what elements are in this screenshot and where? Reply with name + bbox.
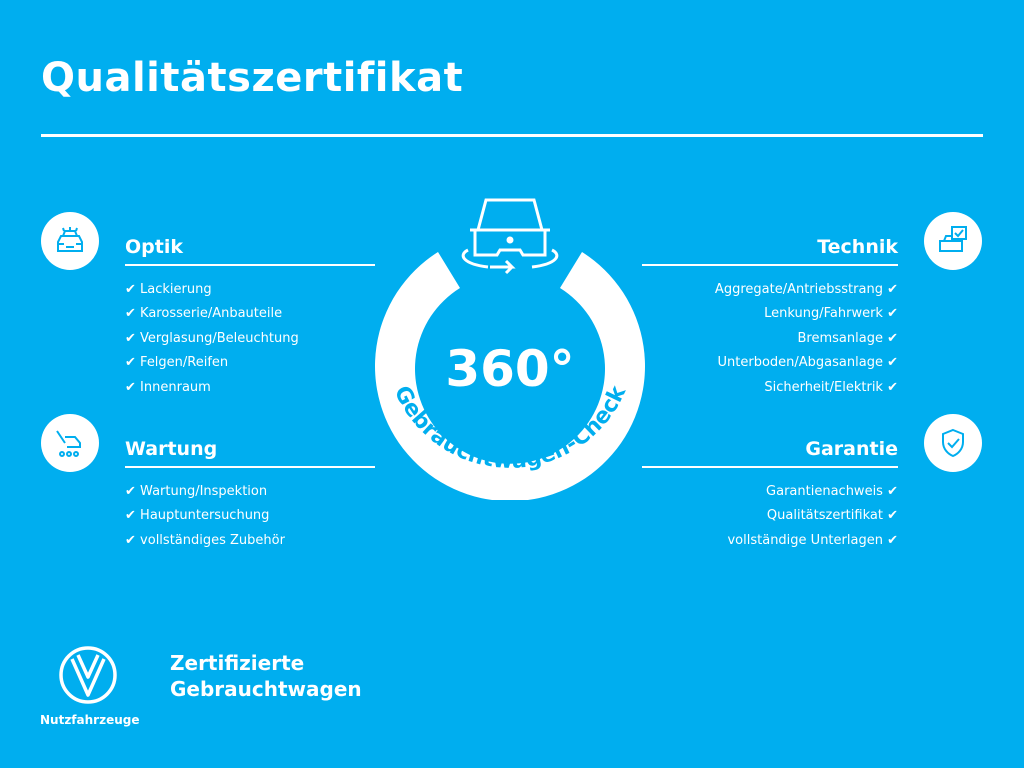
brand-line-1: Zertifizierte [170, 651, 305, 675]
section-title: Technik [642, 236, 898, 266]
list-item: ✔ Wartung/Inspektion [125, 484, 268, 499]
list-item: Bremsanlage ✔ [797, 330, 899, 346]
badge-number: 360° [445, 340, 574, 398]
car-checklist-icon [924, 212, 982, 270]
list-item: vollständige Unterlagen ✔ [727, 532, 898, 548]
list-item: ✔ Lackierung [125, 282, 212, 297]
section-wartung: Wartung ✔ Wartung/Inspektion ✔ Hauptunte… [125, 438, 375, 557]
vw-logo [59, 646, 117, 704]
list-item: ✔ Karosserie/Anbauteile [125, 306, 283, 322]
list-item: ✔ vollständiges Zubehör [125, 532, 285, 548]
section-title: Wartung [125, 438, 375, 468]
list-item: ✔ Verglasung/Beleuchtung [125, 330, 299, 346]
list-item: Aggregate/Antriebsstrang ✔ [714, 282, 898, 297]
section-title: Garantie [642, 438, 898, 468]
logo-subtitle: Nutzfahrzeuge [40, 713, 140, 727]
car-360-icon [461, 198, 559, 275]
list-item: Unterboden/Abgasanlage ✔ [717, 355, 899, 371]
title-divider [41, 134, 983, 137]
list-item: Lenkung/Fahrwerk ✔ [764, 306, 898, 322]
section-optik: Optik ✔ Lackierung ✔ Karosserie/Anbautei… [125, 236, 375, 404]
list-item: Qualitätszertifikat ✔ [766, 508, 898, 524]
section-technik: Technik Aggregate/Antriebsstrang ✔ Lenku… [642, 236, 898, 404]
page-title: Qualitätszertifikat [41, 55, 464, 101]
brand-text: Zertifizierte Gebrauchtwagen [170, 650, 362, 702]
section-title: Optik [125, 236, 375, 266]
badge-ring [375, 252, 645, 500]
list-item: ✔ Hauptuntersuchung [125, 508, 270, 524]
360-badge: 360° Gebrauchtwagen-Check [375, 198, 645, 500]
list-item: ✔ Felgen/Reifen [125, 355, 229, 371]
car-service-icon [41, 414, 99, 472]
shield-check-icon [924, 414, 982, 472]
car-front-lights-icon [41, 212, 99, 270]
list-item: Sicherheit/Elektrik ✔ [764, 379, 898, 395]
brand-line-2: Gebrauchtwagen [170, 677, 362, 701]
list-item: Garantienachweis ✔ [766, 484, 898, 499]
list-item: ✔ Innenraum [125, 379, 211, 395]
section-garantie: Garantie Garantienachweis ✔ Qualitätszer… [642, 438, 898, 557]
